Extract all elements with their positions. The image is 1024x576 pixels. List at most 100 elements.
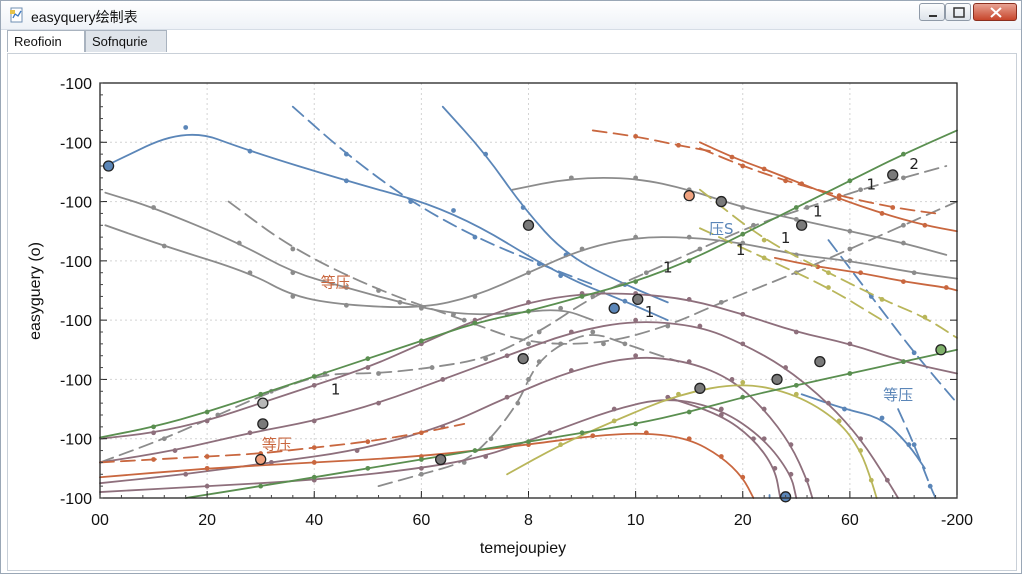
series-line: [99, 422, 466, 464]
maximize-button[interactable]: [945, 3, 971, 21]
series-point: [826, 285, 831, 290]
tab-reofioin[interactable]: Reofioin: [7, 30, 85, 52]
series-point: [526, 308, 531, 314]
series-point: [761, 406, 767, 412]
series-line: [699, 188, 958, 339]
series-point: [590, 329, 596, 335]
series-point: [783, 365, 788, 370]
annotation-label: 1: [331, 380, 341, 398]
series-point: [151, 205, 156, 210]
series-point: [536, 329, 542, 335]
series-point: [847, 228, 853, 234]
series-point: [927, 483, 933, 489]
series-point: [633, 353, 639, 359]
series-point: [590, 433, 596, 439]
y-tick-label: -100: [60, 254, 92, 271]
series-point: [547, 430, 553, 436]
series-point: [740, 240, 746, 246]
series-point: [376, 400, 381, 406]
series-point: [740, 311, 746, 317]
x-tick-label: 10: [627, 512, 645, 529]
series-point: [440, 377, 446, 382]
series-point: [686, 436, 692, 442]
series-point: [633, 133, 639, 139]
app-icon: [10, 7, 23, 23]
series-point: [343, 302, 349, 308]
series-point: [247, 148, 253, 154]
series-point: [183, 471, 189, 477]
series-line: [800, 393, 926, 470]
series-point: [429, 365, 435, 370]
series-point: [858, 270, 863, 276]
series-point: [343, 178, 349, 184]
series-point: [633, 317, 639, 323]
series-point: [879, 415, 885, 421]
data-marker: [683, 189, 695, 202]
y-axis-title: easyguery (o): [27, 242, 44, 340]
series-point: [343, 285, 349, 290]
series-point: [901, 359, 906, 365]
y-tick-label: -100: [60, 372, 92, 389]
series-point: [879, 296, 885, 302]
tab-sofnqurie[interactable]: Sofnqurie: [85, 30, 167, 52]
series-point: [354, 448, 360, 453]
x-tick-label: 60: [412, 512, 430, 529]
series-point: [633, 175, 639, 181]
series-point: [269, 460, 274, 465]
annotation-label: 1: [813, 202, 823, 220]
series-point: [911, 270, 917, 276]
series-point: [622, 341, 628, 347]
series-point: [526, 341, 531, 347]
series-line: [99, 129, 958, 439]
series-point: [665, 323, 671, 329]
series-point: [879, 211, 885, 216]
series-line: [773, 256, 958, 292]
series-line: [511, 176, 948, 256]
series-point: [740, 474, 746, 480]
series-point: [558, 341, 564, 347]
series-point: [815, 264, 821, 270]
x-tick-label: 60: [841, 512, 859, 529]
series-point: [483, 454, 489, 459]
series-point: [451, 208, 456, 213]
series-point: [526, 270, 531, 276]
annotation-label: 1: [781, 229, 791, 247]
title-bar: easyquery绘制表: [1, 1, 1021, 30]
data-marker: [255, 453, 267, 466]
minimize-button[interactable]: [919, 3, 945, 21]
series-line: [291, 105, 594, 286]
series-point: [151, 424, 156, 430]
data-marker: [102, 160, 115, 172]
close-button[interactable]: [973, 3, 1017, 21]
series-point: [151, 457, 156, 462]
series-point: [483, 151, 489, 157]
series-point: [290, 294, 296, 299]
data-marker: [257, 418, 269, 430]
axes-frame: [99, 82, 958, 499]
series-line: [104, 133, 669, 322]
series-line: [99, 292, 958, 440]
series-point: [558, 273, 564, 279]
series-point: [793, 391, 799, 397]
series-point: [397, 299, 403, 305]
series-point: [311, 474, 317, 480]
data-marker: [632, 293, 644, 306]
y-tick-label: -100: [60, 432, 92, 449]
series-point: [922, 314, 928, 320]
data-marker: [796, 219, 808, 231]
series-point: [290, 270, 296, 276]
series-point: [804, 477, 810, 483]
data-marker: [608, 302, 620, 314]
series-point: [579, 246, 585, 252]
series-point: [536, 261, 542, 267]
series-point: [697, 323, 703, 329]
series-point: [686, 359, 692, 365]
series-point: [761, 436, 767, 442]
series-point: [836, 193, 842, 199]
series-point: [729, 377, 735, 382]
data-marker: [771, 373, 783, 386]
data-marker: [522, 219, 535, 231]
series-point: [290, 246, 296, 252]
series-point: [901, 279, 906, 285]
series-point: [365, 356, 371, 362]
